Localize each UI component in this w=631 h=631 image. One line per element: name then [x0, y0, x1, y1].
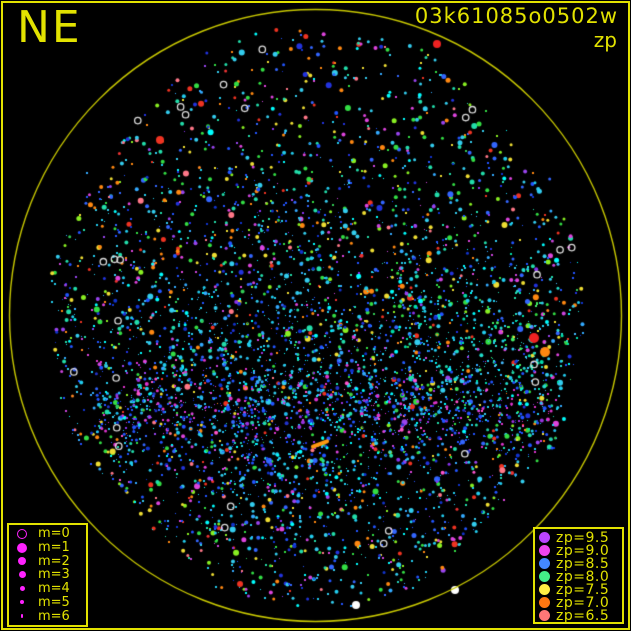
zp90-marker-icon [539, 545, 550, 556]
legend-magnitude: m=0 m=1 m=2 m=3 m=4 m=5 m=6 [7, 523, 88, 627]
legend-magnitude-row: m=3 [14, 567, 86, 583]
legend-label: m=4 [38, 581, 70, 597]
m4-marker-cell [14, 586, 30, 592]
zp75-marker-icon [539, 584, 550, 595]
zp80-marker-cell [538, 571, 551, 582]
zp85-marker-icon [539, 558, 550, 569]
zp95-marker-icon [539, 532, 550, 543]
legend-label: zp=9.5 [556, 529, 610, 546]
zp90-marker-cell [538, 545, 551, 556]
legend-label: m=1 [38, 540, 70, 556]
exposure-title: 03k61085o0502w [414, 4, 618, 28]
legend-label: zp=6.5 [556, 607, 610, 624]
legend-magnitude-row: m=6 [14, 608, 86, 624]
legend-magnitude-row: m=5 [14, 594, 86, 610]
zp95-marker-cell [538, 532, 551, 543]
legend-zp-row: zp=7.5 [538, 581, 622, 598]
zp70-marker-icon [539, 597, 550, 608]
m4-marker-icon [19, 586, 25, 592]
legend-label: m=6 [38, 608, 70, 624]
m5-marker-cell [14, 600, 30, 605]
legend-label: m=5 [38, 594, 70, 610]
m3-marker-cell [14, 571, 30, 579]
legend-magnitude-row: m=2 [14, 553, 86, 569]
legend-magnitude-row: m=0 [14, 526, 86, 542]
legend-label: zp=9.0 [556, 542, 610, 559]
m6-marker-icon [21, 614, 23, 619]
zp80-marker-icon [539, 571, 550, 582]
legend-label: zp=8.5 [556, 555, 610, 572]
m0-marker-cell [14, 528, 30, 539]
legend-label: zp=7.0 [556, 594, 610, 611]
orientation-label: NE [17, 2, 82, 53]
legend-zp-row: zp=9.5 [538, 529, 622, 546]
legend-label: m=3 [38, 567, 70, 583]
zp75-marker-cell [538, 584, 551, 595]
legend-label: m=2 [38, 553, 70, 569]
m2-marker-icon [18, 557, 26, 566]
legend-zp-row: zp=8.0 [538, 568, 622, 585]
colorkey-label: zp [593, 28, 617, 52]
zp85-marker-cell [538, 558, 551, 569]
m1-marker-icon [17, 542, 27, 553]
legend-label: zp=7.5 [556, 581, 610, 598]
legend-magnitude-row: m=4 [14, 581, 86, 597]
legend-zp-row: zp=9.0 [538, 542, 622, 559]
m0-marker-icon [17, 528, 27, 539]
legend-zp-row: zp=6.5 [538, 607, 622, 624]
legend-magnitude-row: m=1 [14, 540, 86, 556]
legend-zp-row: zp=7.0 [538, 594, 622, 611]
m6-marker-cell [14, 614, 30, 619]
zp65-marker-cell [538, 610, 551, 621]
zp70-marker-cell [538, 597, 551, 608]
legend-zp-colors: zp=9.5 zp=9.0 zp=8.5 zp=8.0 zp=7.5 zp=7.… [533, 527, 624, 624]
legend-label: zp=8.0 [556, 568, 610, 585]
m3-marker-icon [18, 571, 26, 579]
zp65-marker-icon [539, 610, 550, 621]
m1-marker-cell [14, 542, 30, 553]
legend-label: m=0 [38, 526, 70, 542]
m5-marker-icon [20, 600, 24, 605]
m2-marker-cell [14, 557, 30, 566]
legend-zp-row: zp=8.5 [538, 555, 622, 572]
